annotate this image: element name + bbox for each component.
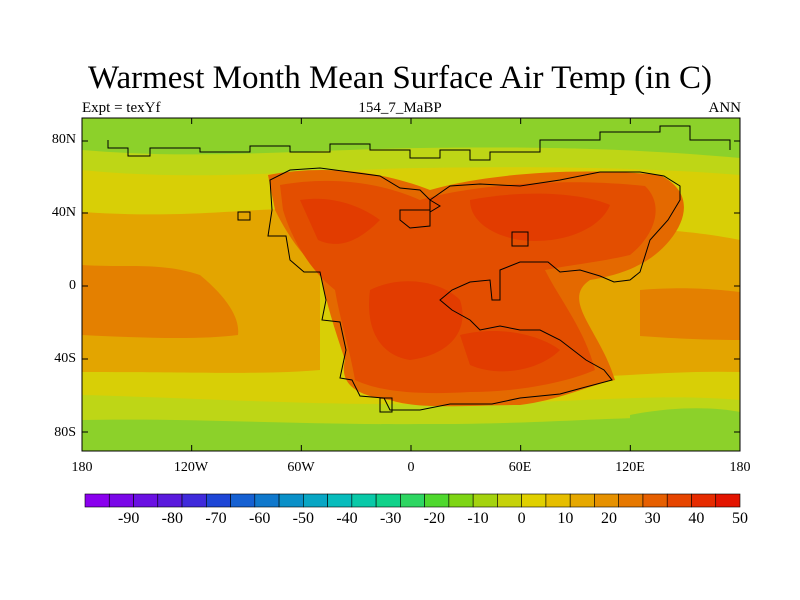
lon-label-60w: 60W bbox=[287, 460, 315, 475]
hot-ocean-west bbox=[82, 265, 239, 339]
hot-ocean-east bbox=[640, 288, 740, 340]
colorbar-swatch bbox=[375, 493, 401, 508]
axis-ticks bbox=[81, 118, 741, 451]
season-label: ANN bbox=[708, 100, 742, 116]
colorbar-swatch bbox=[84, 493, 110, 508]
lat-label-80n: 80N bbox=[51, 132, 76, 147]
age-label: 154_7_MaBP bbox=[358, 100, 442, 116]
colorbar-swatch bbox=[108, 493, 134, 508]
colorbar-swatch bbox=[181, 493, 207, 508]
coastline-pangaea bbox=[267, 167, 681, 411]
colorbar-swatch bbox=[618, 493, 644, 508]
colorbar-label: -40 bbox=[336, 510, 358, 527]
lat-label-40s: 40S bbox=[54, 351, 76, 366]
colorbar-label: -70 bbox=[205, 510, 227, 527]
southern-cold-patch-west bbox=[82, 423, 320, 451]
colorbar-swatch bbox=[569, 493, 595, 508]
colorbar-swatch bbox=[642, 493, 668, 508]
land-core-asia bbox=[470, 193, 610, 241]
colorbar-label: -10 bbox=[467, 510, 489, 527]
colorbar-swatch bbox=[666, 493, 692, 508]
coastline-inner-sea bbox=[399, 209, 431, 229]
colorbar-swatch bbox=[303, 493, 328, 508]
colorbar-label: -80 bbox=[161, 510, 183, 527]
colorbar-swatch bbox=[472, 493, 498, 508]
colorbar-label: -90 bbox=[117, 510, 140, 527]
land-core-africa bbox=[460, 330, 560, 372]
colorbar-label: 40 bbox=[688, 510, 705, 527]
coastline-north bbox=[107, 125, 731, 161]
colorbar-swatch bbox=[278, 493, 304, 508]
colorbar-swatch bbox=[133, 493, 159, 508]
colorbar-swatch bbox=[448, 493, 474, 508]
colorbar-swatch bbox=[400, 493, 425, 508]
colorbar-label: 50 bbox=[732, 510, 748, 527]
land-core-north-america bbox=[300, 198, 380, 244]
coastline-island-1 bbox=[237, 211, 251, 221]
colorbar-label: -60 bbox=[248, 510, 271, 527]
lat-label-80s: 80S bbox=[54, 425, 76, 440]
coastline-island-4 bbox=[379, 397, 393, 413]
colorbar-swatch bbox=[424, 493, 450, 508]
colorbar-swatch bbox=[497, 493, 522, 508]
colorbar-swatch bbox=[545, 493, 571, 508]
colorbar-swatch bbox=[230, 493, 256, 508]
lat-label-0: 0 bbox=[69, 278, 76, 293]
lon-label-120e: 120E bbox=[615, 460, 645, 475]
temperature-field bbox=[82, 118, 740, 451]
lon-label-180e: 180 bbox=[729, 460, 751, 475]
colorbar-label: -50 bbox=[292, 510, 314, 527]
experiment-label: Expt = texYf bbox=[82, 100, 161, 116]
southern-cold-patch-east bbox=[630, 408, 740, 451]
colorbar-label: 10 bbox=[557, 510, 574, 527]
land-core-south-america bbox=[369, 281, 463, 360]
colorbar-label: 30 bbox=[644, 510, 661, 527]
colorbar-swatch bbox=[715, 493, 741, 508]
lon-label-120w: 120W bbox=[173, 460, 209, 475]
colorbar-swatch bbox=[205, 493, 231, 508]
lon-label-0: 0 bbox=[407, 460, 415, 475]
colorbar-label: 20 bbox=[601, 510, 617, 527]
colorbar-swatch bbox=[351, 493, 377, 508]
lon-label-60e: 60E bbox=[508, 460, 532, 475]
coastline-island-3 bbox=[511, 231, 529, 247]
colorbar-swatch bbox=[327, 493, 353, 508]
coastline-island-2 bbox=[429, 199, 441, 213]
colorbar-label: -30 bbox=[379, 510, 402, 527]
colorbar-swatch bbox=[157, 493, 183, 508]
colorbar-swatch bbox=[594, 493, 620, 508]
colorbar bbox=[84, 493, 741, 508]
map-title: Warmest Month Mean Surface Air Temp (in … bbox=[87, 60, 713, 96]
colorbar-label: 0 bbox=[517, 510, 526, 527]
lon-label-180w: 180 bbox=[71, 460, 93, 475]
colorbar-swatch bbox=[521, 493, 547, 508]
colorbar-swatch bbox=[691, 493, 717, 508]
colorbar-swatch bbox=[254, 493, 280, 508]
lat-label-40n: 40N bbox=[51, 205, 76, 220]
colorbar-label: -20 bbox=[423, 510, 445, 527]
